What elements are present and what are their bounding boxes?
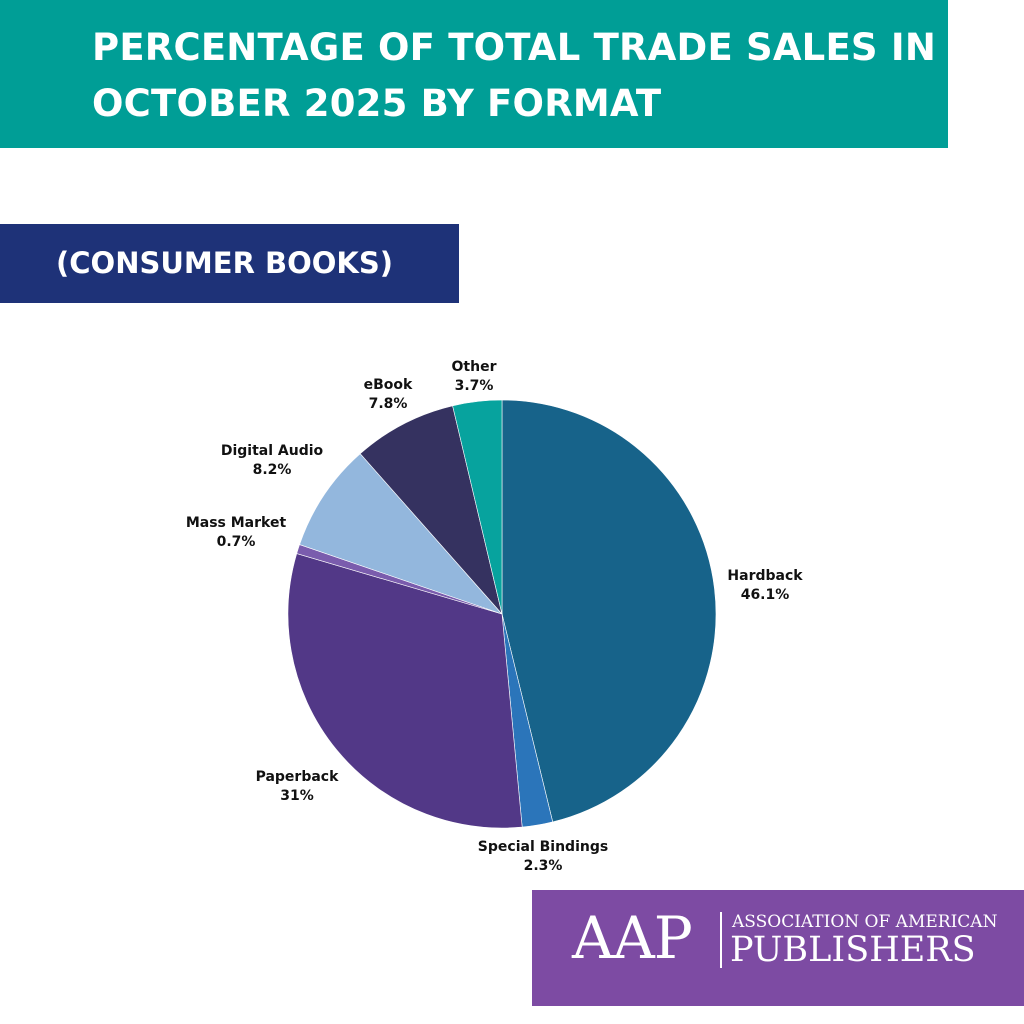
chart-title-line-2: OCTOBER 2025 BY FORMAT	[92, 82, 662, 125]
logo-line-1: ASSOCIATION OF AMERICAN	[732, 912, 998, 932]
pie-label-paperback: Paperback 31%	[256, 769, 340, 804]
chart-title-line-1: PERCENTAGE OF TOTAL TRADE SALES IN	[92, 26, 936, 69]
pie-slice-other	[452, 399, 503, 615]
logo-line-2: PUBLISHERS	[730, 930, 976, 970]
pie-label-mass-market: Mass Market 0.7%	[186, 515, 287, 550]
publisher-logo: AAP ASSOCIATION OF AMERICAN PUBLISHERS	[532, 890, 1024, 1006]
pie-slice-paperback	[287, 553, 523, 829]
chart-subtitle: (CONSUMER BOOKS)	[56, 246, 394, 280]
title-banner: PERCENTAGE OF TOTAL TRADE SALES IN OCTOB…	[0, 0, 948, 148]
pie-label-other: Other 3.7%	[452, 359, 497, 394]
pie-label-special-bindings: Special Bindings 2.3%	[478, 839, 608, 874]
logo-divider	[720, 912, 722, 968]
logo-mark: AAP	[572, 904, 693, 972]
pie-slice-ebook	[359, 405, 503, 615]
pie-label-ebook: eBook 7.8%	[364, 377, 413, 412]
pie-label-digital-audio: Digital Audio 8.2%	[221, 443, 324, 478]
pie-slice-digital-audio	[299, 453, 503, 615]
pie-labels: Hardback 46.1% Special Bindings 2.3% Paperba…	[186, 359, 803, 874]
pie-slices	[287, 399, 717, 829]
subtitle-banner: (CONSUMER BOOKS)	[0, 224, 459, 303]
pie-slice-hardback	[501, 399, 717, 823]
pie-label-hardback: Hardback 46.1%	[727, 568, 803, 603]
